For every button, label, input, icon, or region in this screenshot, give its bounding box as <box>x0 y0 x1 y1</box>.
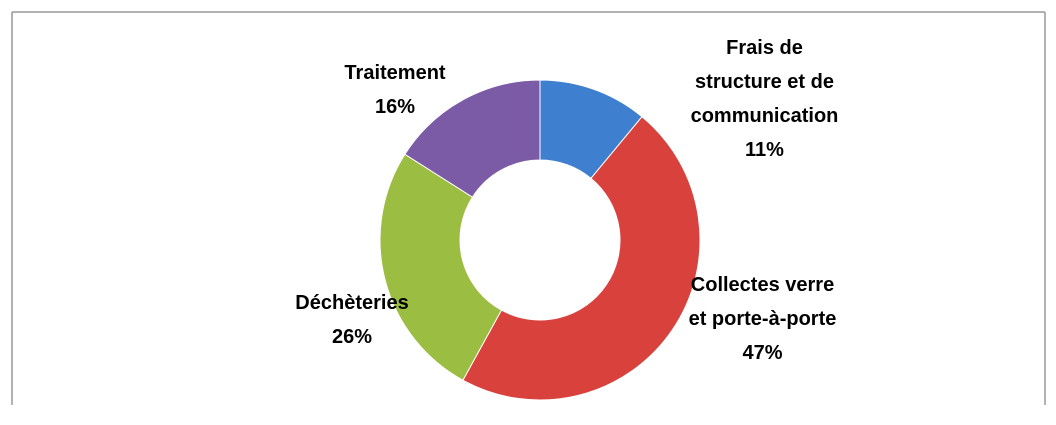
category-label: Frais de structure et de communication <box>690 37 839 127</box>
value-label: 11% <box>745 139 784 161</box>
value-label: 47% <box>742 342 783 364</box>
slice <box>462 116 701 401</box>
slice-label: Collectes verre et porte-à-porte 47% <box>680 268 845 370</box>
category-label: Collectes verre et porte-à-porte <box>688 274 837 330</box>
slice <box>404 79 541 198</box>
category-label: Traitement <box>344 62 446 84</box>
slice-label: Traitement 16% <box>315 56 475 124</box>
slice-label: Déchèteries 26% <box>272 286 432 354</box>
slice <box>379 153 503 381</box>
slice-label: Frais de structure et de communication 1… <box>682 31 847 167</box>
value-label: 26% <box>331 326 373 348</box>
value-label: 16% <box>374 96 416 118</box>
category-label: Déchèteries <box>295 292 409 314</box>
donut <box>379 79 701 401</box>
